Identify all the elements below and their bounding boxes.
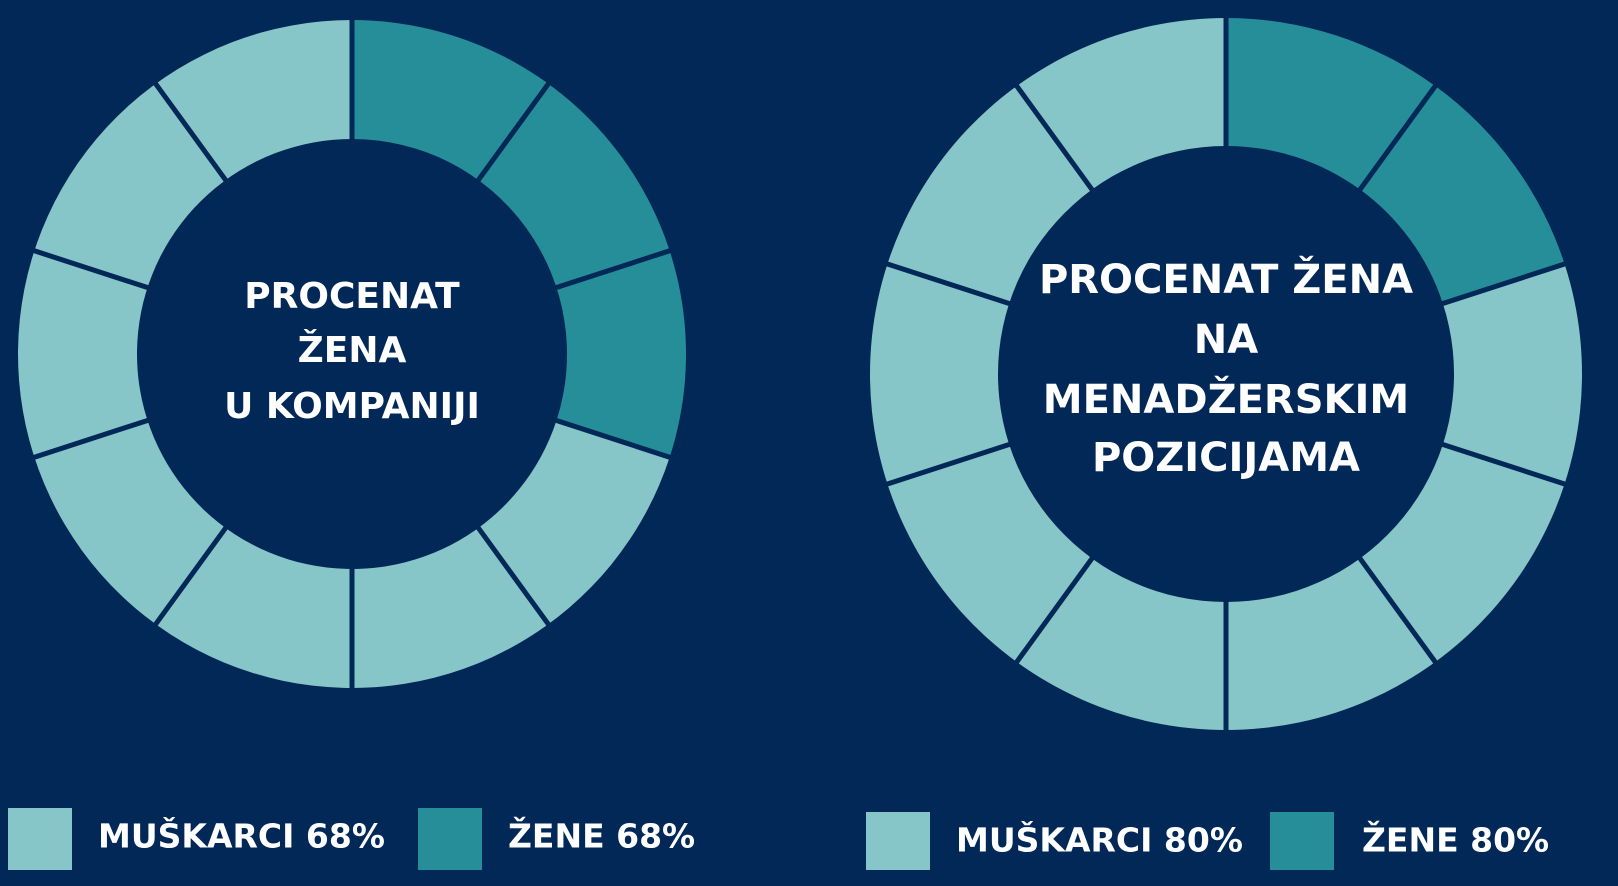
donut-segment — [352, 20, 686, 458]
center-title: POZICIJAMA — [1092, 435, 1360, 481]
legend-swatch — [1270, 812, 1334, 870]
segment-divider — [1440, 260, 1568, 307]
segment-divider — [1013, 82, 1096, 193]
center-title: PROCENAT ŽENA — [1039, 255, 1413, 303]
donut-segment — [1226, 18, 1565, 304]
segment-divider — [475, 524, 552, 628]
segment-divider — [1013, 555, 1096, 666]
segment-divider — [152, 80, 229, 184]
center-title: NA — [1194, 317, 1258, 363]
segment-divider — [1356, 82, 1439, 193]
segment-divider — [475, 80, 552, 184]
legend-swatch — [8, 808, 72, 870]
segment-divider — [152, 524, 229, 628]
donut-segment — [18, 20, 670, 689]
segment-divider — [884, 441, 1012, 488]
legend-label: ŽENE 68% — [508, 816, 695, 856]
segment-divider — [1356, 555, 1439, 666]
donut-segment — [870, 18, 1582, 731]
center-title: U KOMPANIJI — [224, 386, 480, 427]
segment-divider — [1440, 441, 1568, 488]
segment-divider — [553, 247, 673, 291]
segment-divider — [553, 417, 673, 461]
legend-label: MUŠKARCI 68% — [98, 816, 385, 856]
center-title: PROCENAT — [244, 276, 460, 317]
legend-label: MUŠKARCI 80% — [956, 820, 1243, 860]
segment-divider — [884, 260, 1012, 307]
center-title: ŽENA — [298, 329, 407, 371]
center-title: MENADŽERSKIM — [1043, 375, 1409, 423]
legend-label: ŽENE 80% — [1362, 820, 1549, 860]
segment-divider — [31, 247, 151, 291]
legend-swatch — [866, 812, 930, 870]
segment-divider — [31, 417, 151, 461]
legend-swatch — [418, 808, 482, 870]
